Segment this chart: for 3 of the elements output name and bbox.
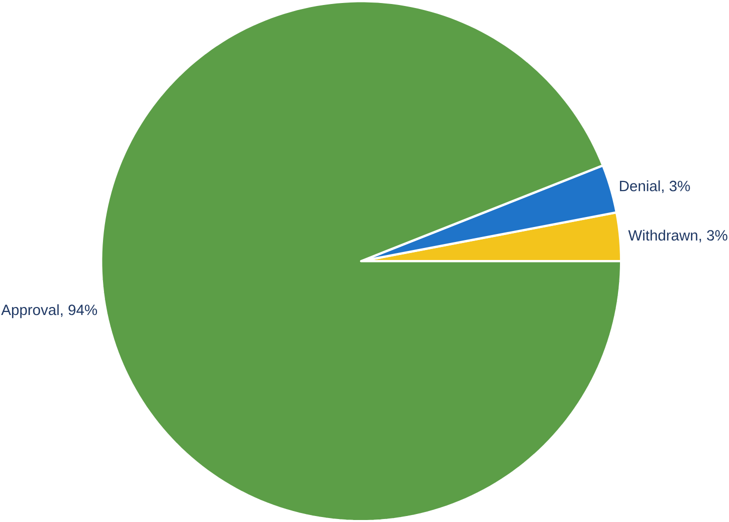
slice-label: Approval, 94% bbox=[1, 304, 98, 318]
slice-label: Withdrawn, 3% bbox=[628, 230, 728, 242]
slice-label: Denial, 3% bbox=[620, 180, 690, 193]
